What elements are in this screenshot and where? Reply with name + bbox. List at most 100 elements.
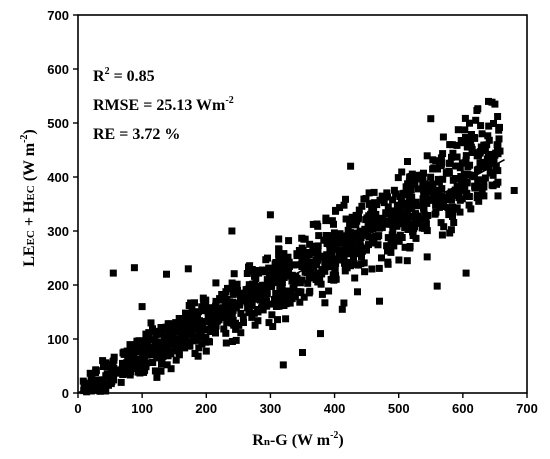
data-point — [88, 376, 96, 383]
data-point — [188, 309, 196, 317]
data-point — [165, 333, 173, 340]
data-point — [102, 384, 110, 392]
data-point — [222, 288, 230, 296]
data-point — [251, 281, 258, 289]
data-point — [315, 232, 323, 240]
data-point — [265, 264, 273, 272]
data-point — [352, 216, 360, 224]
data-point — [271, 265, 279, 273]
data-point — [126, 362, 134, 370]
data-point — [450, 219, 458, 226]
data-point — [167, 365, 175, 373]
data-point — [298, 276, 306, 284]
data-point — [269, 278, 277, 286]
data-point — [252, 275, 260, 282]
data-point — [408, 193, 416, 201]
data-point — [202, 347, 210, 355]
data-point — [200, 307, 208, 315]
data-point — [449, 149, 457, 157]
data-point — [453, 153, 461, 161]
data-point — [365, 241, 372, 249]
data-point — [466, 143, 474, 151]
data-point — [378, 192, 386, 200]
data-point — [312, 261, 320, 268]
data-point — [169, 329, 177, 337]
data-point — [306, 240, 314, 248]
data-point — [341, 267, 349, 275]
data-point — [280, 250, 288, 258]
data-point — [376, 196, 384, 204]
data-point — [144, 332, 151, 340]
data-point — [430, 196, 438, 204]
x-tick-label: 0 — [74, 401, 81, 416]
data-point — [158, 339, 166, 347]
data-point — [109, 269, 117, 277]
data-point — [218, 291, 226, 298]
data-point — [440, 197, 448, 205]
data-point — [332, 206, 340, 214]
data-point — [269, 323, 277, 330]
data-point — [244, 304, 252, 312]
data-point — [151, 367, 159, 375]
data-point — [330, 220, 337, 228]
data-point — [419, 174, 427, 182]
data-point — [485, 122, 493, 130]
data-point — [420, 204, 427, 212]
data-point — [384, 193, 391, 201]
data-point — [268, 311, 276, 319]
data-point — [163, 270, 170, 278]
data-point — [450, 192, 458, 199]
data-point — [406, 213, 414, 220]
data-point — [213, 317, 221, 325]
data-point — [407, 205, 415, 213]
data-point — [251, 321, 259, 329]
data-point — [232, 336, 240, 344]
data-point — [290, 282, 298, 290]
data-point — [258, 304, 265, 312]
data-point — [204, 308, 212, 316]
data-point — [80, 384, 88, 392]
data-point — [489, 171, 497, 179]
data-point — [494, 167, 502, 175]
data-point — [254, 317, 262, 325]
data-point — [189, 337, 197, 345]
data-point — [438, 231, 446, 239]
data-point — [232, 283, 240, 291]
data-point — [196, 317, 203, 325]
data-point — [217, 313, 225, 321]
data-point — [164, 352, 172, 360]
data-point — [368, 235, 376, 243]
data-point — [117, 378, 125, 386]
data-point — [457, 137, 465, 144]
data-point — [282, 315, 290, 323]
data-point — [483, 141, 491, 149]
data-point — [464, 163, 472, 170]
data-point — [448, 196, 455, 204]
data-point — [398, 234, 406, 241]
data-point — [132, 355, 140, 363]
data-point — [175, 318, 183, 326]
data-point — [365, 189, 373, 197]
data-point — [370, 207, 378, 215]
data-point — [317, 330, 324, 338]
data-point — [481, 162, 488, 170]
y-tick-label: 600 — [47, 62, 69, 77]
data-point — [393, 222, 401, 230]
data-point — [175, 348, 183, 356]
data-point — [119, 359, 126, 367]
data-point — [340, 299, 348, 307]
data-point — [386, 220, 394, 228]
data-point — [299, 349, 306, 356]
data-point — [425, 186, 433, 194]
data-point — [406, 187, 414, 195]
data-point — [384, 258, 392, 266]
data-point — [406, 244, 414, 252]
data-point — [123, 347, 131, 355]
data-point — [142, 363, 150, 371]
x-tick-label: 700 — [516, 401, 538, 416]
data-point — [330, 229, 338, 237]
data-point — [373, 201, 381, 209]
data-point — [245, 281, 253, 289]
data-point — [488, 181, 496, 189]
data-point — [427, 115, 435, 123]
